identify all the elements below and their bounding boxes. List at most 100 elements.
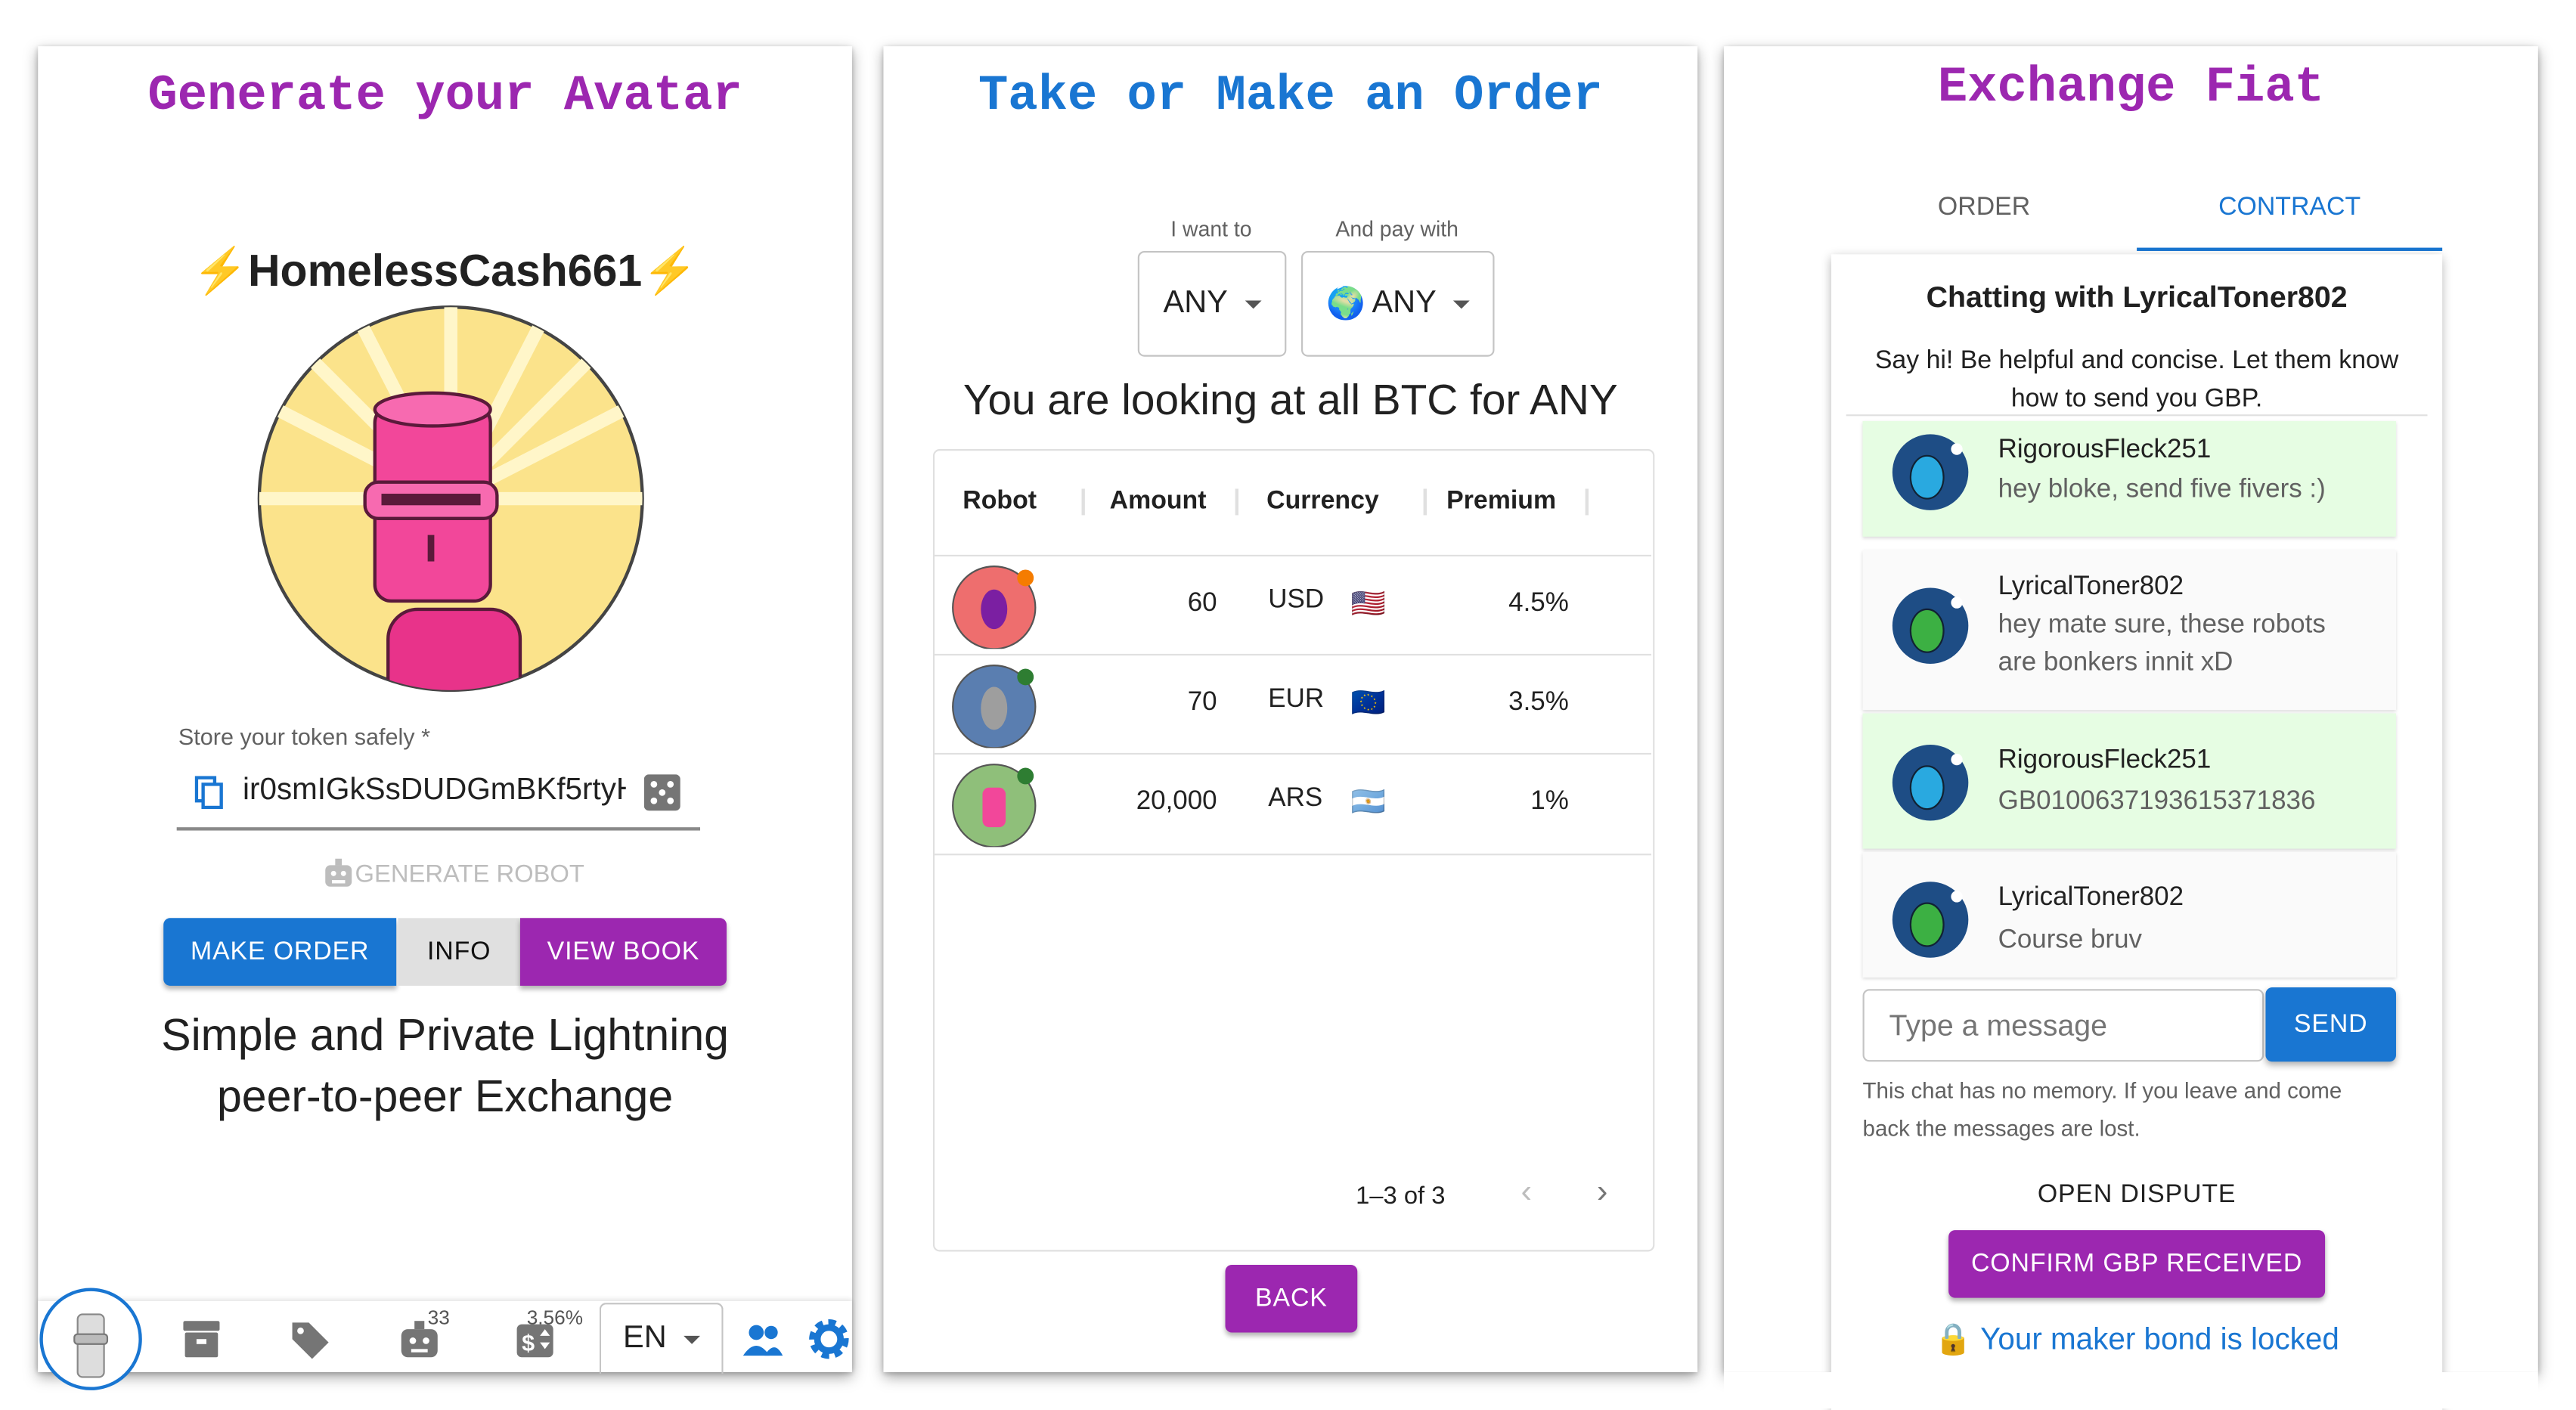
- robot-avatar: [1892, 587, 1969, 664]
- pay-label: And pay with: [1335, 216, 1458, 241]
- robot-avatar: [1892, 744, 1969, 821]
- svg-text:$: $: [522, 1331, 535, 1356]
- caret-down-icon: [1244, 299, 1261, 308]
- panel-bottom-edge: [1724, 1371, 2538, 1408]
- flag-icon: 🇦🇷: [1350, 786, 1386, 818]
- page-title: Take or Make an Order: [978, 69, 1603, 126]
- robot-avatar-icon: [73, 1313, 109, 1378]
- robot-avatar: [952, 665, 1037, 748]
- amount-cell: 70: [1187, 688, 1217, 717]
- message-author: LyricalToner802: [1998, 572, 2184, 601]
- lock-icon: 🔒: [1934, 1321, 1973, 1356]
- message-text: Course bruv: [1998, 926, 2142, 955]
- info-button[interactable]: INFO: [398, 918, 520, 986]
- lightning-bolt-icon: ⚡: [642, 246, 698, 296]
- column-header-premium[interactable]: Premium: [1446, 487, 1557, 516]
- active-tab-indicator: [2137, 247, 2443, 251]
- amount-cell: 60: [1187, 589, 1217, 618]
- robot-icon: [325, 858, 352, 887]
- message-text: hey mate sure, these robots are bonkers i…: [1998, 611, 2326, 677]
- book-heading: You are looking at all BTC for ANY: [963, 374, 1618, 425]
- tab-contract[interactable]: CONTRACT: [2218, 193, 2361, 222]
- robots-count-badge: 33: [427, 1306, 450, 1330]
- column-header-currency[interactable]: Currency: [1266, 487, 1379, 516]
- status-dot: [1017, 767, 1034, 785]
- table-row[interactable]: 60 USD 🇺🇸 4.5%: [932, 554, 1651, 655]
- dice-icon[interactable]: [643, 774, 680, 811]
- view-book-button[interactable]: VIEW BOOK: [519, 918, 727, 986]
- column-separator[interactable]: [1423, 488, 1427, 516]
- column-separator[interactable]: [1235, 488, 1238, 516]
- pay-select[interactable]: 🌍 ANY: [1300, 250, 1495, 357]
- chat-intro: Say hi! Be helpful and concise. Let them…: [1874, 346, 2399, 413]
- chat-message: LyricalToner802 hey mate sure, these rob…: [1862, 550, 2396, 711]
- currency-cell: EUR: [1268, 685, 1325, 714]
- token-label: Store your token safely *: [178, 723, 431, 750]
- robot-avatar-image: [257, 305, 644, 693]
- robot-avatar: [1892, 882, 1969, 958]
- order-table: [932, 449, 1655, 1252]
- page-title: Exchange Fiat: [1937, 60, 2325, 118]
- previous-page-icon[interactable]: ‹: [1520, 1173, 1533, 1210]
- chat-message: RigorousFleck251 GB01006371936153718​36: [1862, 713, 2396, 849]
- tag-icon[interactable]: [289, 1318, 332, 1361]
- robot-icon[interactable]: [398, 1318, 441, 1361]
- message-author: LyricalToner802: [1998, 883, 2184, 912]
- robot-nickname: ⚡HomelessCash661⚡: [192, 246, 698, 296]
- column-separator[interactable]: [1585, 488, 1589, 516]
- status-dot: [1017, 668, 1034, 686]
- premium-badge: 3.56%: [526, 1306, 584, 1330]
- language-select[interactable]: EN: [599, 1303, 724, 1374]
- status-dot: [1017, 569, 1034, 587]
- robot-avatar: [952, 764, 1037, 848]
- message-text: hey bloke, send five fivers :): [1998, 475, 2326, 504]
- tagline: Simple and Private Lightning peer-to-pee…: [161, 1010, 729, 1121]
- page-title: Generate your Avatar: [147, 69, 742, 126]
- settings-icon[interactable]: [808, 1318, 851, 1361]
- avatar-panel: [38, 46, 852, 1372]
- token-input[interactable]: ir0smIGkSsDUDGmBKf5rtyH: [176, 763, 701, 831]
- flag-icon: 🇪🇺: [1350, 686, 1386, 719]
- generate-robot-button[interactable]: GENERATE ROBOT: [322, 858, 584, 888]
- tab-order[interactable]: ORDER: [1937, 193, 2031, 222]
- robot-avatar: [952, 566, 1037, 649]
- currency-cell: USD: [1268, 586, 1325, 615]
- table-row[interactable]: 20,000 ARS 🇦🇷 1%: [932, 752, 1651, 856]
- next-page-icon[interactable]: ›: [1596, 1173, 1608, 1210]
- message-input[interactable]: [1862, 989, 2264, 1062]
- chat-message: LyricalToner802 Course bruv: [1862, 851, 2396, 978]
- column-header-robot[interactable]: Robot: [963, 487, 1037, 516]
- caret-down-icon: [1452, 299, 1470, 308]
- flag-icon: 🇺🇸: [1350, 587, 1386, 619]
- chat-message: RigorousFleck251 hey bloke, send five fi…: [1862, 420, 2396, 537]
- token-value: ir0smIGkSsDUDGmBKf5rtyH: [243, 770, 626, 806]
- exchange-rate-icon[interactable]: $: [513, 1318, 556, 1361]
- robot-avatar-button[interactable]: [39, 1288, 142, 1390]
- premium-cell: 3.5%: [1508, 688, 1569, 717]
- caret-down-icon: [683, 1334, 700, 1343]
- pagination-label: 1–3 of 3: [1356, 1182, 1446, 1210]
- column-header-amount[interactable]: Amount: [1109, 487, 1207, 516]
- premium-cell: 4.5%: [1508, 589, 1569, 618]
- amount-cell: 20,000: [1136, 787, 1217, 816]
- archive-icon[interactable]: [180, 1318, 223, 1361]
- want-label: I want to: [1170, 216, 1252, 241]
- make-order-button[interactable]: MAKE ORDER: [163, 918, 397, 986]
- want-select[interactable]: ANY: [1137, 250, 1287, 357]
- table-row[interactable]: 70 EUR 🇪🇺 3.5%: [932, 653, 1651, 755]
- community-icon[interactable]: [742, 1318, 785, 1361]
- copy-icon[interactable]: [194, 776, 225, 810]
- send-button[interactable]: SEND: [2265, 987, 2396, 1062]
- column-separator[interactable]: [1081, 488, 1085, 516]
- open-dispute-button[interactable]: OPEN DISPUTE: [2037, 1180, 2237, 1209]
- back-button[interactable]: BACK: [1225, 1264, 1358, 1333]
- globe-icon: 🌍: [1326, 287, 1365, 322]
- message-author: RigorousFleck251: [1998, 435, 2212, 464]
- message-author: RigorousFleck251: [1998, 746, 2212, 775]
- bond-status: 🔒 Your maker bond is locked: [1934, 1321, 2339, 1356]
- robot-avatar: [1892, 434, 1969, 510]
- confirm-received-button[interactable]: CONFIRM GBP RECEIVED: [1948, 1230, 2326, 1298]
- chat-memory-note: This chat has no memory. If you leave an…: [1862, 1078, 2342, 1142]
- premium-cell: 1%: [1530, 787, 1569, 816]
- divider: [1846, 414, 2428, 417]
